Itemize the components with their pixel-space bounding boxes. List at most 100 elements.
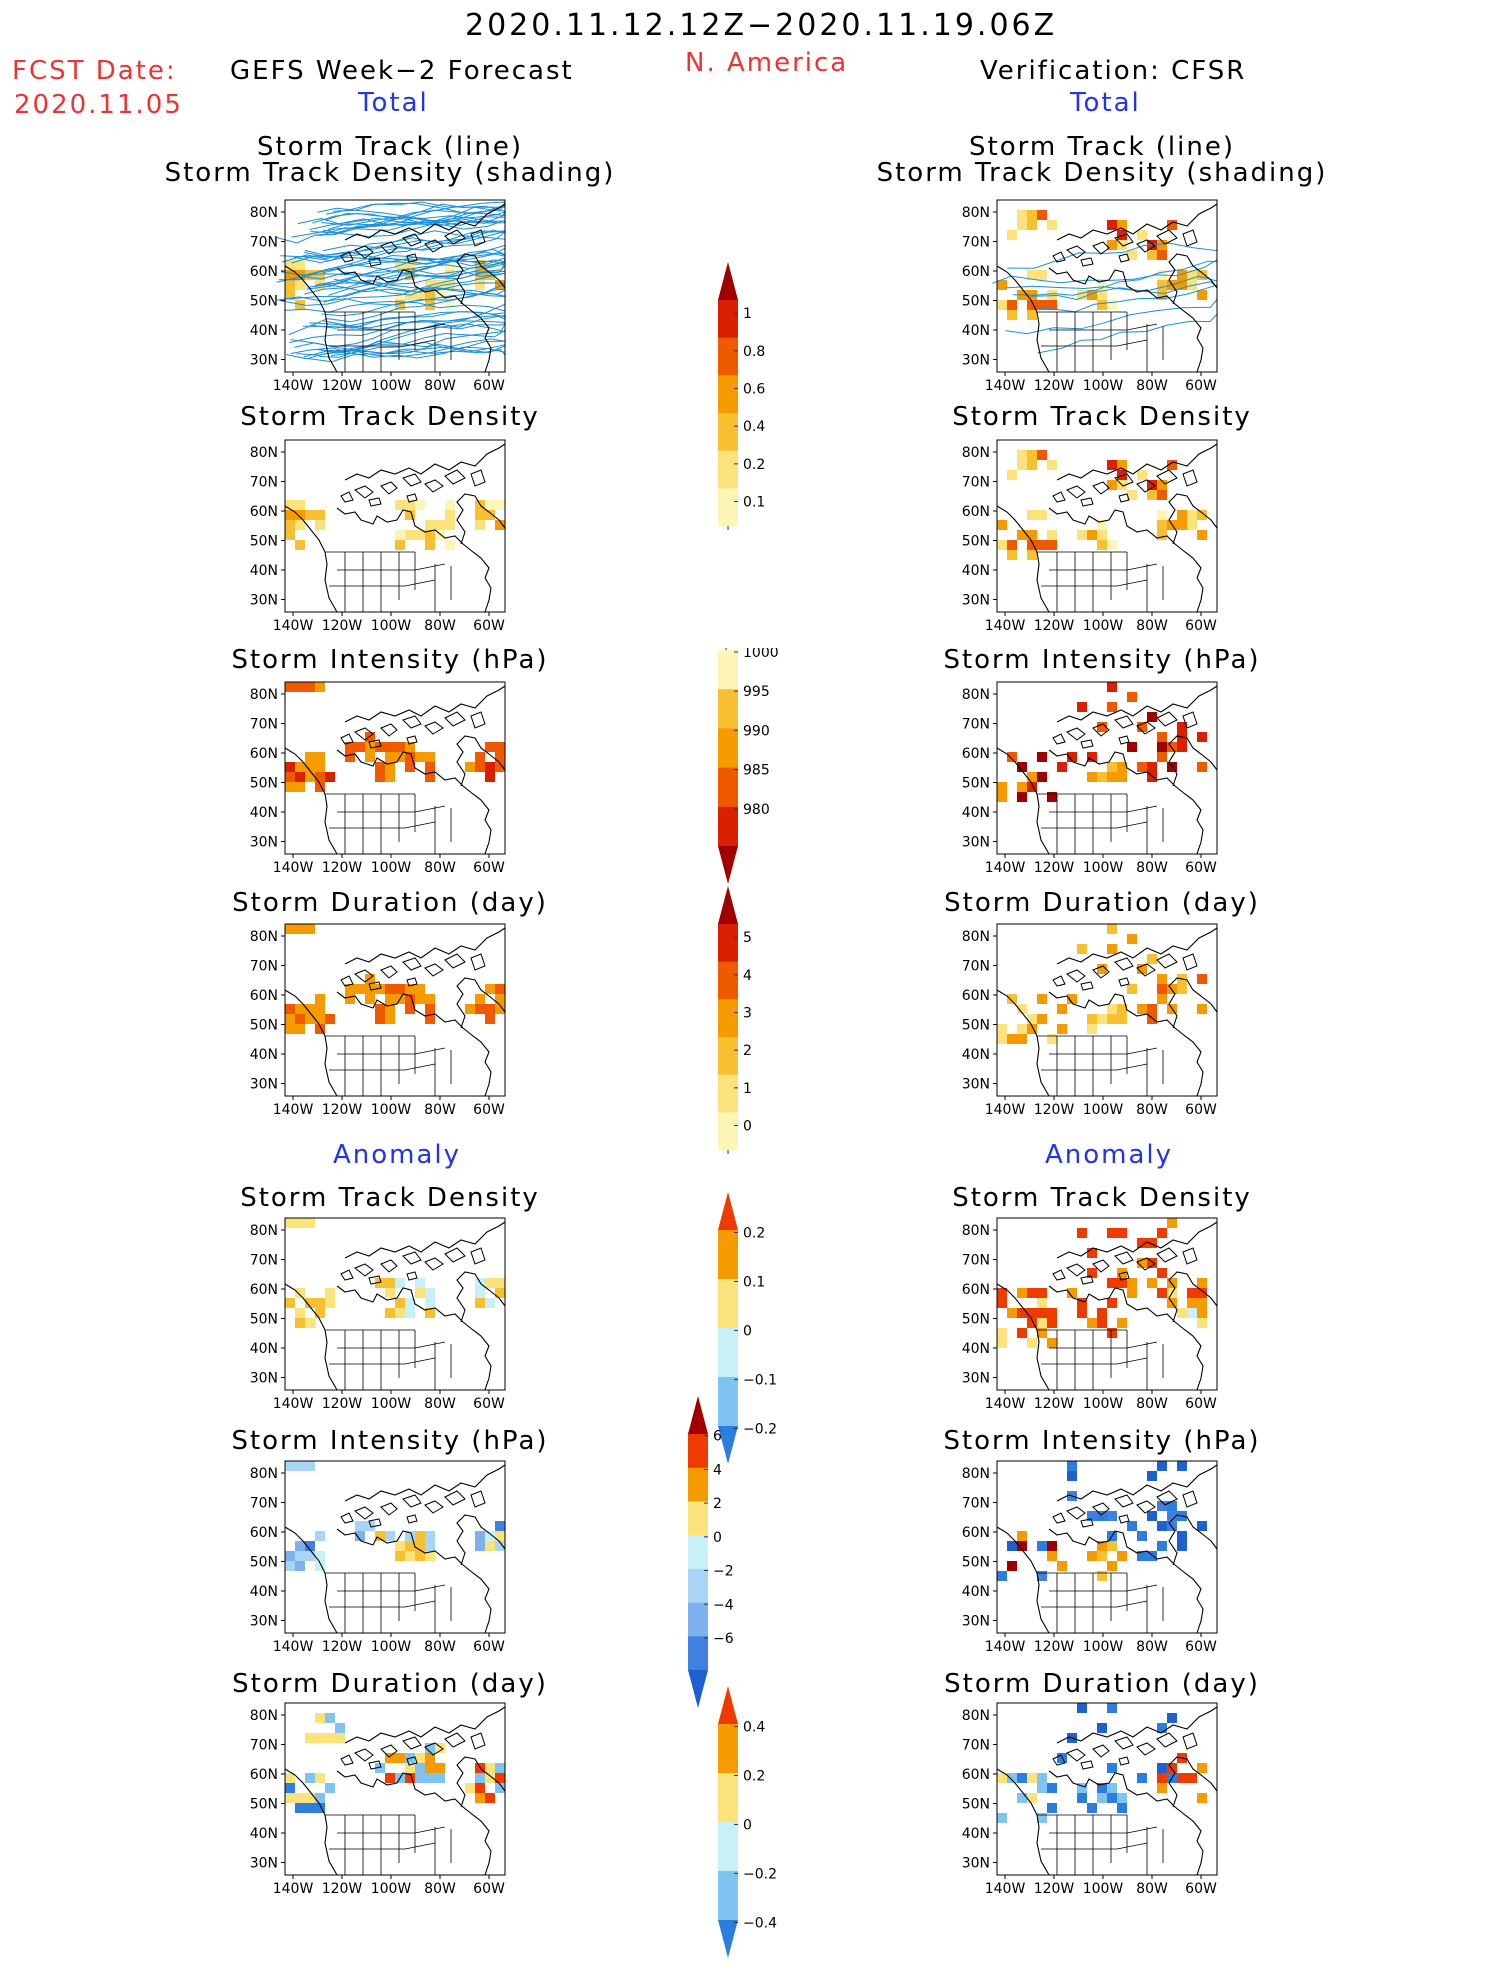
shade-cell bbox=[997, 300, 1007, 310]
colorbar-label: 985 bbox=[743, 763, 770, 779]
shade-cell bbox=[1017, 220, 1027, 230]
shade-cell bbox=[425, 1308, 435, 1318]
island-outline bbox=[1092, 1744, 1110, 1758]
shade-cell bbox=[1147, 1551, 1157, 1561]
shade-cell bbox=[1027, 530, 1037, 540]
storm-track bbox=[300, 230, 506, 258]
lon-tick-label: 80W bbox=[424, 1881, 456, 1897]
plot-frame bbox=[284, 1460, 506, 1634]
shade-cell bbox=[405, 762, 415, 772]
island-outline bbox=[1066, 969, 1086, 983]
shade-cell bbox=[475, 1541, 485, 1551]
shade-cell bbox=[1027, 450, 1037, 460]
shade-cell bbox=[305, 1318, 315, 1328]
storm-track bbox=[276, 296, 506, 312]
lat-tick-label: 50N bbox=[250, 1555, 278, 1571]
coastline bbox=[996, 927, 1218, 1097]
island-outline bbox=[1066, 727, 1086, 741]
shade-cell bbox=[485, 1298, 495, 1308]
shade-cell bbox=[485, 1763, 495, 1773]
shade-cell bbox=[1107, 924, 1117, 934]
colorbar-label: 0.4 bbox=[743, 419, 765, 435]
shade-cell bbox=[495, 1773, 505, 1783]
island-outline bbox=[1136, 1742, 1156, 1756]
shade-cell bbox=[285, 924, 315, 934]
lon-tick-label: 120W bbox=[1034, 1102, 1075, 1118]
colorbar-label: −4 bbox=[713, 1597, 734, 1613]
lat-tick-label: 30N bbox=[250, 1371, 278, 1387]
shade-cell bbox=[285, 270, 295, 280]
shade-cell bbox=[1097, 1511, 1107, 1521]
state-borders bbox=[325, 1814, 452, 1875]
island-outline bbox=[354, 969, 374, 983]
shade-cell bbox=[1067, 1471, 1077, 1481]
island-outline bbox=[444, 711, 466, 727]
shade-cell bbox=[415, 1531, 425, 1541]
lat-tick-label: 60N bbox=[962, 1767, 990, 1783]
lat-tick-label: 40N bbox=[250, 1584, 278, 1600]
island-outline bbox=[1182, 1490, 1198, 1508]
colorbar-segment bbox=[718, 999, 738, 1038]
plot-frame bbox=[284, 199, 506, 373]
shade-cell bbox=[495, 1763, 505, 1773]
shade-cell bbox=[1167, 1218, 1177, 1228]
shade-cell bbox=[1107, 1014, 1117, 1024]
shade-cell bbox=[415, 994, 425, 1004]
shade-cell bbox=[1157, 530, 1167, 540]
lon-tick-label: 140W bbox=[985, 1639, 1026, 1655]
lat-tick-label: 60N bbox=[962, 1525, 990, 1541]
shade-cell bbox=[1197, 1278, 1207, 1288]
coastline bbox=[996, 685, 1218, 855]
lat-tick-label: 70N bbox=[962, 1738, 990, 1754]
plot-frame bbox=[996, 199, 1218, 373]
title-density-anom-left: Storm Track Density bbox=[240, 1183, 540, 1213]
shade-cell bbox=[285, 762, 295, 772]
colorbar-label: 0.1 bbox=[743, 1274, 765, 1290]
shade-cell bbox=[425, 1763, 435, 1773]
shade-cell bbox=[1137, 722, 1147, 732]
shade-cell bbox=[315, 782, 325, 792]
lon-tick-label: 100W bbox=[1083, 378, 1124, 394]
shade-cell bbox=[1117, 1793, 1127, 1803]
shade-cell bbox=[375, 1531, 385, 1541]
shade-cell bbox=[405, 752, 415, 762]
coastline bbox=[284, 927, 506, 1097]
shade-cell bbox=[485, 984, 495, 994]
shade-cell bbox=[1027, 1773, 1037, 1783]
island-outline bbox=[380, 481, 398, 495]
lat-tick-label: 40N bbox=[962, 1584, 990, 1600]
lon-tick-label: 60W bbox=[1185, 1881, 1217, 1897]
shade-cell bbox=[285, 782, 295, 792]
shade-cell bbox=[1097, 1318, 1107, 1328]
shade-cell bbox=[1107, 1541, 1117, 1551]
shade-cell bbox=[997, 1571, 1007, 1581]
state-borders bbox=[1037, 1572, 1164, 1633]
shade-cell bbox=[1157, 1268, 1167, 1278]
shade-cell bbox=[1117, 1004, 1127, 1014]
shade-cell bbox=[405, 260, 415, 270]
shade-cell bbox=[1127, 1521, 1137, 1531]
state-borders bbox=[1037, 551, 1164, 612]
shade-cell bbox=[295, 762, 305, 772]
shade-cell bbox=[365, 742, 375, 752]
shade-cell bbox=[375, 742, 385, 752]
island-outline bbox=[402, 473, 422, 487]
shade-cell bbox=[1037, 1288, 1047, 1298]
island-outline bbox=[424, 721, 444, 735]
lon-tick-label: 60W bbox=[473, 860, 505, 876]
shade-cell bbox=[405, 1541, 415, 1551]
shade-cell bbox=[485, 1773, 495, 1783]
colorbar-arrow-bottom bbox=[718, 846, 738, 884]
island-outline bbox=[380, 1502, 398, 1516]
shade-cell bbox=[1107, 540, 1117, 550]
shade-cell bbox=[375, 984, 385, 994]
coastline bbox=[284, 443, 506, 613]
shade-cell bbox=[1177, 520, 1187, 530]
shade-cell bbox=[1197, 1298, 1207, 1308]
plot-frame bbox=[284, 923, 506, 1097]
lon-tick-label: 80W bbox=[1136, 1639, 1168, 1655]
shade-cell bbox=[495, 1004, 505, 1014]
shade-cell bbox=[1127, 742, 1137, 752]
shade-cell bbox=[405, 1308, 415, 1318]
shade-cell bbox=[1027, 1024, 1037, 1034]
